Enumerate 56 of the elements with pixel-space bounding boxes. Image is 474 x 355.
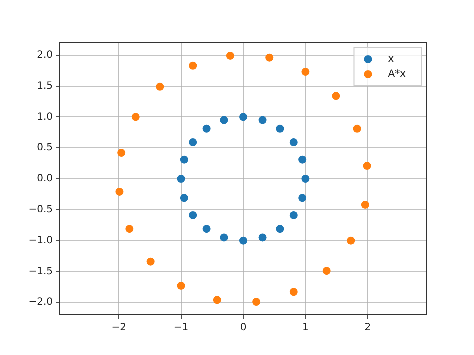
point <box>180 156 188 164</box>
x-tick-label: 0 <box>240 322 247 334</box>
point <box>116 188 124 196</box>
point <box>213 296 222 304</box>
point <box>118 149 126 158</box>
point <box>189 211 198 220</box>
point <box>132 113 140 122</box>
point <box>302 68 310 76</box>
legend-label: A*x <box>388 69 406 80</box>
point <box>240 236 248 245</box>
point <box>276 124 284 133</box>
point <box>258 116 267 124</box>
y-tick-label: −1.0 <box>28 235 53 246</box>
point <box>180 194 188 202</box>
x-tick-label: −2 <box>112 322 126 334</box>
point <box>226 52 234 60</box>
point <box>361 200 370 209</box>
y-tick-label: 0.0 <box>37 174 53 185</box>
point <box>347 236 356 245</box>
x-tick-label: −1 <box>174 322 189 334</box>
point <box>189 138 198 147</box>
point <box>302 175 310 183</box>
y-tick-label: −0.5 <box>28 204 53 216</box>
point <box>298 156 307 164</box>
point <box>126 225 134 234</box>
point <box>266 54 274 62</box>
point <box>322 267 331 276</box>
point <box>332 92 340 100</box>
point <box>220 116 228 124</box>
point <box>146 258 155 266</box>
point <box>177 175 186 183</box>
y-tick-label: −1.5 <box>28 266 53 278</box>
point <box>202 124 211 133</box>
y-tick-label: 2.0 <box>37 50 53 61</box>
point <box>290 211 298 220</box>
point <box>202 225 211 234</box>
point <box>240 113 248 122</box>
point <box>156 82 164 91</box>
legend-label: x <box>388 54 394 66</box>
y-tick-label: 1.0 <box>37 112 53 123</box>
x-tick-label: 2 <box>364 322 372 334</box>
x-tick-label: 1 <box>302 322 309 334</box>
point <box>298 194 307 202</box>
point <box>276 225 284 234</box>
point <box>258 234 267 242</box>
point <box>290 288 298 296</box>
point <box>353 124 362 133</box>
point <box>189 62 198 70</box>
y-tick-label: 1.5 <box>37 80 53 92</box>
point <box>363 162 372 170</box>
point <box>177 282 186 290</box>
point <box>252 298 261 306</box>
y-tick-label: 0.5 <box>37 142 53 154</box>
point <box>220 234 228 242</box>
point <box>290 138 298 147</box>
y-tick-label: −2.0 <box>28 297 53 308</box>
